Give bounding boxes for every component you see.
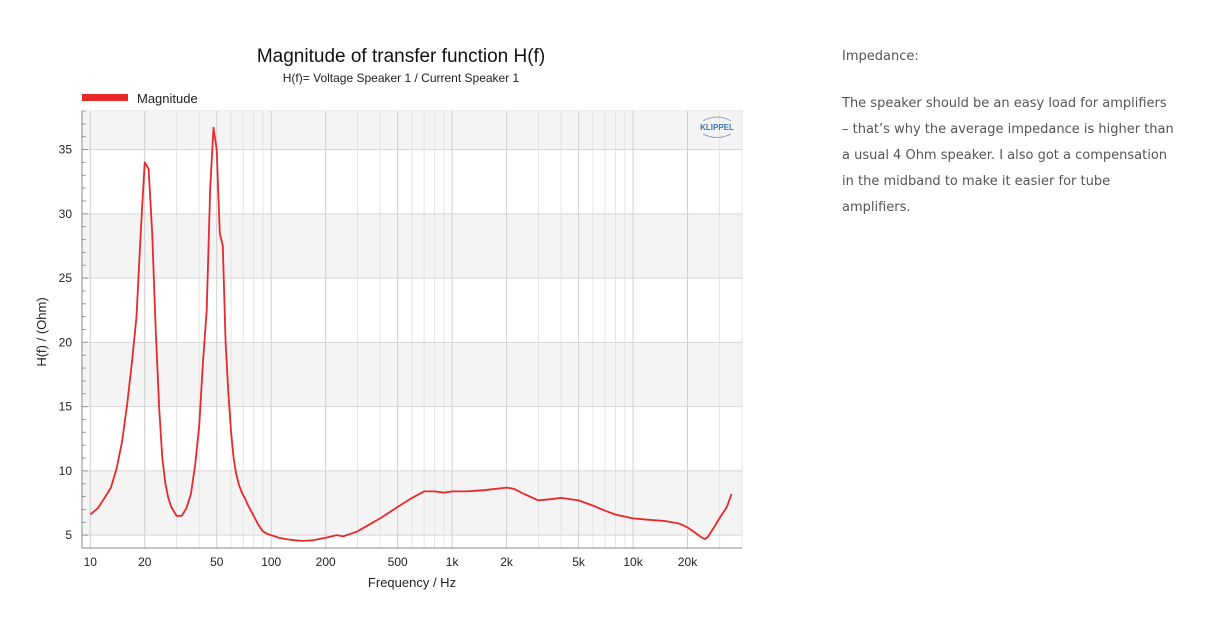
impedance-description: Impedance: The speaker should be an easy… xyxy=(842,44,1177,242)
chart-title: Magnitude of transfer function H(f) xyxy=(257,46,545,67)
y-tick-label: 15 xyxy=(59,400,73,414)
y-tick-label: 25 xyxy=(59,271,73,285)
section-heading: Impedance: xyxy=(842,49,919,64)
x-tick-label: 50 xyxy=(210,555,224,569)
x-tick-label: 5k xyxy=(572,555,586,569)
y-axis-label: H(f) / (Ohm) xyxy=(34,297,49,366)
watermark-text: KLIPPEL xyxy=(700,123,734,132)
plot-area: 5 10 15 20 25 30 35 10 20 50 100 200 500 1k 2k 5k 10k 20k xyxy=(59,110,743,569)
legend-label: Magnitude xyxy=(137,91,198,106)
x-tick-label: 500 xyxy=(388,555,408,569)
x-tick-label: 2k xyxy=(500,555,514,569)
x-tick-label: 20k xyxy=(678,555,698,569)
x-tick-label: 10 xyxy=(84,555,98,569)
impedance-chart: Magnitude of transfer function H(f) H(f)… xyxy=(34,46,743,590)
y-tick-label: 20 xyxy=(59,335,73,349)
y-tick-label: 35 xyxy=(59,143,73,157)
y-tick-label: 10 xyxy=(59,464,73,478)
x-tick-label: 100 xyxy=(261,555,281,569)
x-axis-label: Frequency / Hz xyxy=(368,575,456,590)
chart-subtitle: H(f)= Voltage Speaker 1 / Current Speake… xyxy=(283,71,520,85)
legend-swatch xyxy=(82,94,128,101)
description-paragraph: The speaker should be an easy load for a… xyxy=(842,96,1174,215)
y-tick-label: 30 xyxy=(59,207,73,221)
y-tick-label: 5 xyxy=(65,528,72,542)
x-tick-label: 200 xyxy=(316,555,336,569)
x-tick-label: 20 xyxy=(138,555,152,569)
x-tick-label: 1k xyxy=(446,555,460,569)
chart-canvas: Magnitude of transfer function H(f) H(f)… xyxy=(34,46,743,590)
x-tick-label: 10k xyxy=(623,555,643,569)
series-line-magnitude xyxy=(89,126,733,542)
klippel-logo: KLIPPEL xyxy=(700,116,734,138)
